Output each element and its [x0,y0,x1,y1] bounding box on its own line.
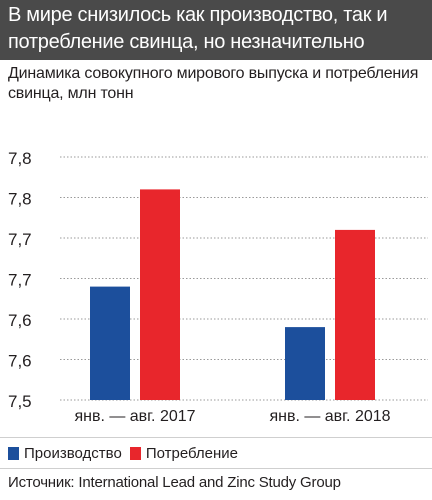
chart-subtitle: Динамика совокупного мирового выпуска и … [8,64,428,104]
headline-line-1: В мире снизилось как производство, так и [8,4,388,26]
y-tick-label: 7,6 [8,311,32,330]
source-divider [0,468,432,469]
bar-consumption [335,229,375,400]
bar-production [285,327,325,400]
legend-divider [0,437,432,438]
chart-headline: В мире снизилось как производство, так и… [0,0,432,60]
legend-item-production: Производство [8,445,122,462]
source-note: Источник: International Lead and Zinc St… [8,474,341,491]
legend-swatch-consumption [129,446,141,460]
legend-label-consumption: Потребление [145,444,239,462]
subtitle-line-1: Динамика совокупного мирового выпуска и … [8,65,419,82]
bar-chart: 7,5 7,6 7,6 7,7 7,7 7,8 7,8 янв. — авг. 2017 янв… [8,149,428,425]
y-tick-label: 7,8 [8,190,32,209]
bar-consumption [140,189,180,400]
y-tick-label: 7,7 [8,230,32,249]
x-category-label: янв. — авг. 2018 [269,408,390,425]
legend-swatch-production [8,446,19,460]
y-tick-label: 7,7 [8,271,32,290]
legend-item-consumption: Потребление [129,444,239,462]
x-category-label: янв. — авг. 2017 [74,408,195,425]
chart-legend: Производство Потребление [8,444,246,462]
bar-production [90,286,130,400]
y-tick-label: 7,8 [8,149,32,168]
legend-label-production: Производство [24,444,122,462]
y-tick-label: 7,5 [8,392,32,411]
subtitle-line-2: свинца, млн тонн [8,85,134,102]
y-tick-label: 7,6 [8,352,32,371]
headline-line-2: потребление свинца, но незначительно [8,31,365,53]
